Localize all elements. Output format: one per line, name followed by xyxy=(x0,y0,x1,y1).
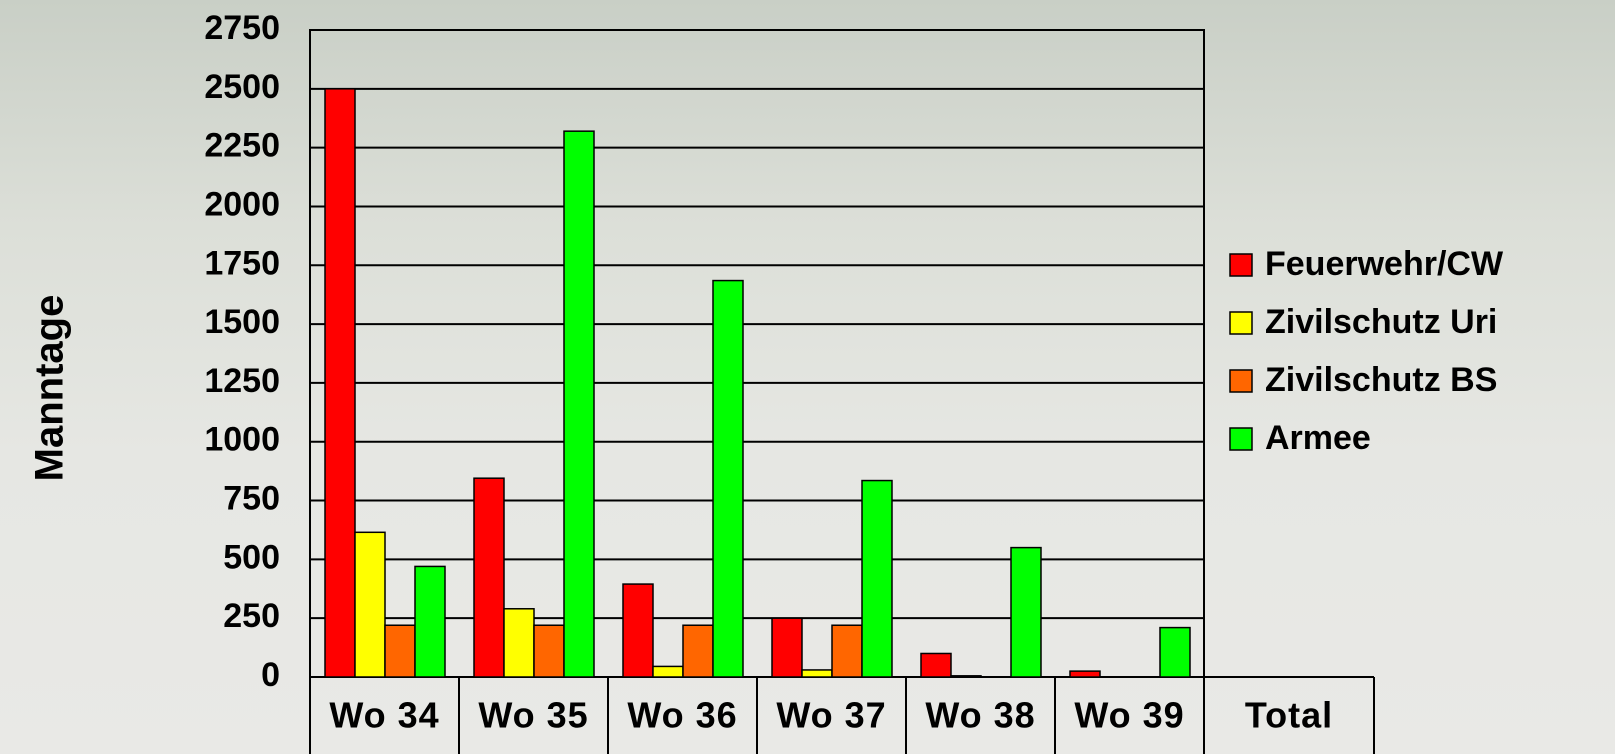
bar xyxy=(384,624,416,678)
legend-label: Zivilschutz Uri xyxy=(1265,303,1497,341)
y-tick-label: 2750 xyxy=(204,9,280,47)
x-tick-label: Wo 39 xyxy=(1074,695,1184,736)
bar xyxy=(950,675,982,678)
bar xyxy=(533,624,565,678)
y-tick-label: 250 xyxy=(223,597,280,635)
legend-swatch xyxy=(1229,369,1253,393)
bar xyxy=(652,665,684,678)
bar xyxy=(712,279,744,678)
y-tick-label: 500 xyxy=(223,538,280,576)
y-tick-label: 750 xyxy=(223,480,280,518)
bar xyxy=(473,477,505,678)
legend-swatch xyxy=(1229,253,1253,277)
x-tick-label: Total xyxy=(1245,695,1333,736)
bar xyxy=(1159,626,1191,678)
bar xyxy=(1069,670,1101,678)
legend-label: Zivilschutz BS xyxy=(1265,361,1497,399)
bar xyxy=(801,669,833,678)
bar xyxy=(861,479,893,678)
y-tick-label: 1250 xyxy=(204,362,280,400)
bar xyxy=(414,565,446,678)
bar xyxy=(622,583,654,678)
y-tick-label: 0 xyxy=(261,656,280,694)
x-tick-label: Wo 38 xyxy=(925,695,1035,736)
bar xyxy=(354,531,386,678)
bar xyxy=(563,130,595,678)
bar xyxy=(682,624,714,678)
x-tick-label: Wo 34 xyxy=(329,695,439,736)
y-tick-label: 1000 xyxy=(204,421,280,459)
x-tick-label: Wo 36 xyxy=(627,695,737,736)
bar xyxy=(324,88,356,678)
y-tick-label: 2500 xyxy=(204,68,280,106)
y-tick-label: 1750 xyxy=(204,244,280,282)
x-tick-label: Wo 35 xyxy=(478,695,588,736)
y-tick-label: 2000 xyxy=(204,185,280,223)
y-axis-label: Manntage xyxy=(28,295,72,482)
y-tick-label: 1500 xyxy=(204,303,280,341)
y-tick-label: 2250 xyxy=(204,127,280,165)
bar xyxy=(831,624,863,678)
bar xyxy=(771,617,803,678)
bar xyxy=(503,608,535,678)
bar xyxy=(1010,546,1042,678)
x-tick-label: Wo 37 xyxy=(776,695,886,736)
legend-swatch xyxy=(1229,311,1253,335)
bar xyxy=(920,652,952,678)
legend-swatch xyxy=(1229,427,1253,451)
legend-label: Armee xyxy=(1265,419,1371,457)
legend-label: Feuerwehr/CW xyxy=(1265,245,1504,283)
